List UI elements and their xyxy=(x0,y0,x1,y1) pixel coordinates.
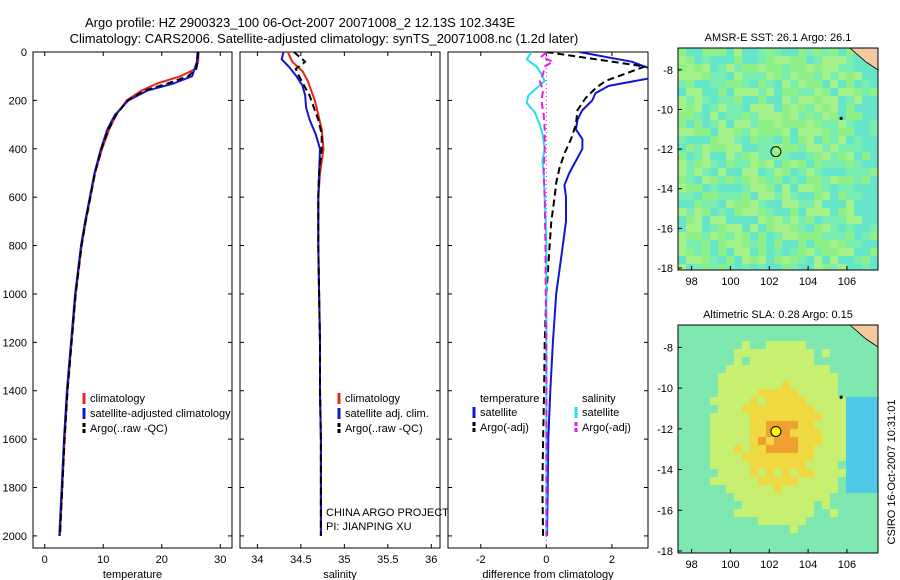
sst_map-profile-marker xyxy=(770,146,782,158)
sst_map-title: AMSR-E SST: 26.1 Argo: 26.1 xyxy=(705,32,852,44)
sla_map-xtick-label: 104 xyxy=(799,559,817,571)
temperature-ytick-label: 0 xyxy=(21,47,27,59)
sst_map-axes-frame xyxy=(677,47,879,271)
sst_map-field xyxy=(678,48,878,270)
sst_map-ytick-label: -16 xyxy=(657,223,673,235)
difference-panel: -2 0 2 difference from climatology temperatu… xyxy=(447,51,649,580)
temperature-xlabel: temperature xyxy=(103,569,162,580)
temperature-legend-label: satellite-adjusted climatology xyxy=(90,408,231,420)
sla_map-ytick-label: -18 xyxy=(657,546,673,558)
difference-legend-label: Argo(-adj) xyxy=(480,422,529,434)
temperature-ytick-label: 400 xyxy=(9,144,27,156)
difference-xtick-label: 0 xyxy=(543,554,549,566)
sst-map-panel: 98 100 102 104 106 -8 -10 -12 -14 -16 -18 AMSR-E SS… xyxy=(657,32,879,288)
temperature-panel: 0 10 20 30 0 200 400 600 800 1000 1200 1400 1600 1800… xyxy=(3,47,233,580)
salinity-xtick-label: 34 xyxy=(251,554,263,566)
sst_map-ytick-label: -10 xyxy=(657,104,673,116)
sst_map-island-marker xyxy=(839,116,843,120)
temperature-ytick-label: 1400 xyxy=(3,386,27,398)
salinity-xtick-label: 35.5 xyxy=(377,554,398,566)
sst_map-xtick-label: 102 xyxy=(760,276,778,288)
sla_map-xtick-label: 106 xyxy=(838,559,856,571)
sst_map-ytick-label: -18 xyxy=(657,263,673,275)
difference-series-group xyxy=(525,52,648,536)
salinity-xtick-label: 34.5 xyxy=(290,554,311,566)
sla_map-field xyxy=(678,325,878,553)
temperature-axes-frame xyxy=(32,51,233,549)
temperature-ytick-label: 1000 xyxy=(3,289,27,301)
figure-title-line2: Climatology: CARS2006. Satellite-adjuste… xyxy=(70,31,579,46)
difference-legend-title: temperature xyxy=(480,393,539,405)
sla_map-xtick-label: 102 xyxy=(760,559,778,571)
temperature-ytick-label: 2000 xyxy=(3,531,27,543)
salinity-legend-label: satellite adj. clim. xyxy=(345,408,429,420)
temperature-xtick-label: 10 xyxy=(97,554,109,566)
sla_map-ytick-label: -8 xyxy=(663,342,673,354)
temperature-xtick-label: 30 xyxy=(214,554,226,566)
salinity-legend-label: climatology xyxy=(345,393,401,405)
sla_map-profile-marker xyxy=(770,425,782,437)
sst_map-xtick-label: 106 xyxy=(838,276,856,288)
sst_map-xtick-label: 104 xyxy=(799,276,817,288)
difference-series-1 xyxy=(541,52,646,536)
sla_map-island-marker xyxy=(839,395,843,399)
sla_map-ytick-label: -14 xyxy=(657,465,673,477)
sst_map-xtick-label: 100 xyxy=(721,276,739,288)
figure-title-line1: Argo profile: HZ 2900323_100 06-Oct-2007… xyxy=(85,15,515,30)
sla_map-xtick-label: 100 xyxy=(721,559,739,571)
temperature-ytick-label: 200 xyxy=(9,95,27,107)
sla_map-title: Altimetric SLA: 0.28 Argo: 0.15 xyxy=(703,309,853,321)
difference-xlabel: difference from climatology xyxy=(482,569,614,580)
sst_map-ytick-label: -8 xyxy=(663,65,673,77)
temperature-ytick-label: 1600 xyxy=(3,434,27,446)
temperature-ytick-label: 800 xyxy=(9,241,27,253)
salinity-series-2 xyxy=(293,52,323,536)
sla_map-ytick-label: -10 xyxy=(657,383,673,395)
temperature-series-group xyxy=(58,52,200,536)
temperature-ytick-label: 600 xyxy=(9,192,27,204)
sla_map-ytick-label: -12 xyxy=(657,424,673,436)
sla-map-panel: 98 100 102 104 106 -8 -10 -12 -14 -16 -18 Altimetri… xyxy=(657,309,879,571)
difference-legend-title: salinity xyxy=(582,393,616,405)
sst_map-xtick-label: 98 xyxy=(685,276,697,288)
difference-series-0 xyxy=(546,52,648,536)
sst_map-ytick-label: -14 xyxy=(657,184,673,196)
salinity-xtick-label: 35 xyxy=(338,554,350,566)
temperature-ytick-label: 1800 xyxy=(3,483,27,495)
difference-series-3 xyxy=(538,52,554,536)
temperature-legend-label: Argo(..raw -QC) xyxy=(90,423,168,435)
timestamp-label: CSIRO 16-Oct-2007 10:31:01 xyxy=(886,400,898,545)
difference-legend-label: Argo(-adj) xyxy=(582,422,631,434)
difference-xtick-label: -2 xyxy=(476,554,486,566)
sla_map-xtick-label: 98 xyxy=(685,559,697,571)
salinity-panel: 34 34.5 35 35.5 36 salinity climatology satelli… xyxy=(239,51,449,580)
temperature-ytick-label: 1200 xyxy=(3,337,27,349)
salinity-axes-frame xyxy=(239,51,441,549)
difference-xtick-label: 2 xyxy=(609,554,615,566)
temperature-xtick-label: 0 xyxy=(42,554,48,566)
temperature-series-2 xyxy=(58,52,200,536)
temperature-legend-label: climatology xyxy=(90,393,146,405)
difference-legend-label: satellite xyxy=(582,407,619,419)
difference-legend-label: satellite xyxy=(480,407,517,419)
salinity-annotation-line: CHINA ARGO PROJECT xyxy=(326,507,449,519)
salinity-xlabel: salinity xyxy=(323,569,357,580)
temperature-xtick-label: 20 xyxy=(156,554,168,566)
salinity-annotation-line: PI: JIANPING XU xyxy=(326,521,412,533)
sla_map-ytick-label: -16 xyxy=(657,505,673,517)
salinity-xtick-label: 36 xyxy=(425,554,437,566)
salinity-legend-label: Argo(..raw -QC) xyxy=(345,423,423,435)
sla_map-axes-frame xyxy=(677,324,879,554)
salinity-series-group xyxy=(280,52,325,536)
sst_map-ytick-label: -12 xyxy=(657,144,673,156)
